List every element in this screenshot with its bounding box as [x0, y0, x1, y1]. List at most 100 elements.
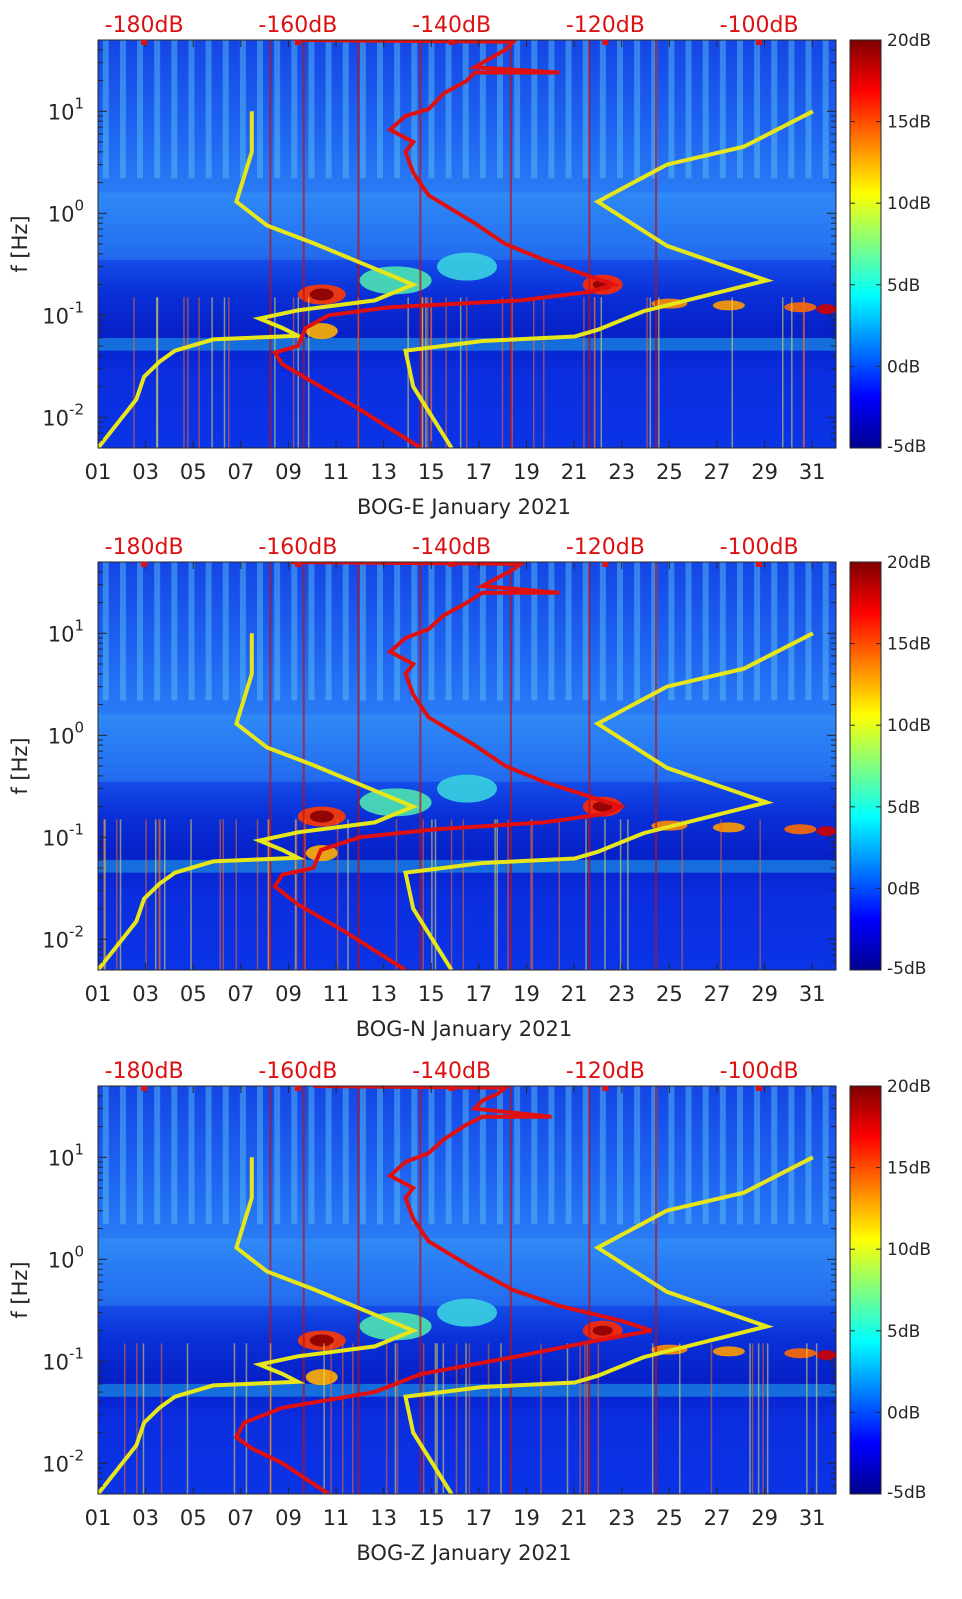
psd-curve-line	[272, 562, 627, 970]
x-axis-ticks: 01 03 05 07 09 11 13 15 17 19 21 23 25 27 29 31	[85, 562, 826, 1006]
x-tick-label: 31	[799, 1506, 826, 1530]
noise-stripe	[565, 1086, 572, 1225]
spike-line	[269, 1343, 272, 1494]
spike-line	[163, 819, 166, 970]
noise-stripe	[805, 562, 812, 701]
colorbar-label: -5dB	[887, 1483, 926, 1503]
energy-patch	[437, 1298, 497, 1327]
y-tick-label: 10-2	[42, 1446, 84, 1476]
spike-line	[600, 297, 603, 448]
noise-stripe	[599, 562, 606, 701]
top-scale-label: -160dB	[258, 535, 337, 560]
spike-line	[159, 819, 161, 970]
spike-line	[396, 1343, 399, 1494]
colorbar-label: 5dB	[887, 276, 920, 296]
noise-stripe	[325, 562, 332, 701]
transient-spikes	[133, 40, 805, 448]
spike-line	[395, 819, 398, 970]
top-db-scale: -180dB -160dB -140dB -120dB -100dB	[105, 1059, 799, 1091]
noise-stripe	[137, 562, 144, 701]
noise-stripe	[154, 1086, 161, 1225]
y-axis-title: f [Hz]	[8, 1261, 32, 1318]
spike-line	[294, 819, 297, 970]
energy-patches	[297, 1298, 836, 1386]
top-scale-marker	[141, 1086, 148, 1091]
spike-line	[646, 297, 648, 448]
top-scale-marker	[294, 40, 301, 45]
spike-line	[588, 1086, 591, 1494]
daily-noise-stripes	[98, 40, 836, 351]
noise-stripe	[496, 40, 503, 179]
x-axis-title: BOG-E January 2021	[357, 495, 571, 519]
spike-line	[155, 297, 158, 448]
colorbar-label: 20dB	[887, 553, 931, 573]
x-tick-label: 05	[180, 1506, 207, 1530]
noise-stripe	[394, 40, 401, 179]
noise-stripe	[685, 1086, 692, 1225]
noise-stripe	[771, 40, 778, 179]
noise-stripe	[719, 1086, 726, 1225]
y-tick-base: 10	[42, 406, 69, 430]
y-tick-base: 10	[42, 304, 69, 328]
spike-line	[269, 1086, 272, 1494]
spike-line	[357, 40, 360, 448]
spike-line	[219, 819, 221, 970]
y-tick-exponent: 1	[74, 616, 84, 634]
y-tick-base: 10	[42, 1452, 69, 1476]
spike-line	[302, 40, 305, 448]
spike-line	[430, 297, 433, 448]
energy-patch	[359, 266, 432, 295]
noise-stripe	[359, 562, 366, 701]
noise-stripe	[428, 1086, 435, 1225]
colorbar-label: 5dB	[887, 798, 920, 818]
x-tick-label: 11	[323, 460, 350, 484]
noise-stripe	[377, 40, 384, 179]
spike-line	[436, 1343, 438, 1494]
spike-line	[655, 1086, 658, 1494]
spike-line	[183, 297, 185, 448]
spike-line	[222, 819, 224, 970]
noise-stripe	[291, 40, 298, 179]
y-tick-base: 10	[42, 928, 69, 952]
colorbar-label: 15dB	[887, 113, 931, 133]
x-tick-label: 17	[466, 1506, 493, 1530]
y-tick-base: 10	[42, 826, 69, 850]
x-tick-label: 29	[751, 460, 778, 484]
spike-line	[357, 562, 360, 970]
top-db-scale: -180dB -160dB -140dB -120dB -100dB	[105, 13, 799, 45]
noise-stripe	[119, 562, 126, 701]
x-tick-label: 31	[799, 982, 826, 1006]
spike-line	[655, 40, 658, 448]
y-tick-label: 100	[48, 1242, 84, 1272]
spike-line	[136, 1343, 138, 1494]
spike-line	[487, 1343, 490, 1494]
noise-stripe	[634, 562, 641, 701]
noise-stripe	[616, 562, 623, 701]
daily-noise-stripes	[98, 562, 836, 873]
colorbar	[849, 1085, 882, 1495]
x-tick-label: 01	[85, 1506, 112, 1530]
spike-line	[421, 297, 424, 448]
x-tick-label: 19	[513, 1506, 540, 1530]
spike-line	[160, 1343, 163, 1494]
spike-line	[749, 1343, 751, 1494]
spike-line	[302, 562, 305, 970]
colorbar-ticks: 20dB 15dB 10dB 5dB 0dB -5dB	[850, 1077, 931, 1503]
spike-line	[426, 297, 429, 448]
x-tick-label: 23	[608, 982, 635, 1006]
noise-stripe	[496, 1086, 503, 1225]
colorbar-label: 15dB	[887, 1159, 931, 1179]
spike-line	[186, 1343, 189, 1494]
low-noise-model-line	[98, 111, 419, 448]
colorbar-ticks: 20dB 15dB 10dB 5dB 0dB -5dB	[850, 31, 931, 457]
energy-patch	[309, 1334, 334, 1347]
noise-stripe	[188, 40, 195, 179]
spike-line	[347, 819, 349, 970]
spike-line	[751, 1343, 754, 1494]
y-tick-base: 10	[48, 724, 75, 748]
noise-stripe	[736, 1086, 743, 1225]
noise-stripe	[154, 562, 161, 701]
energy-patches	[297, 774, 836, 862]
spike-line	[649, 297, 652, 448]
